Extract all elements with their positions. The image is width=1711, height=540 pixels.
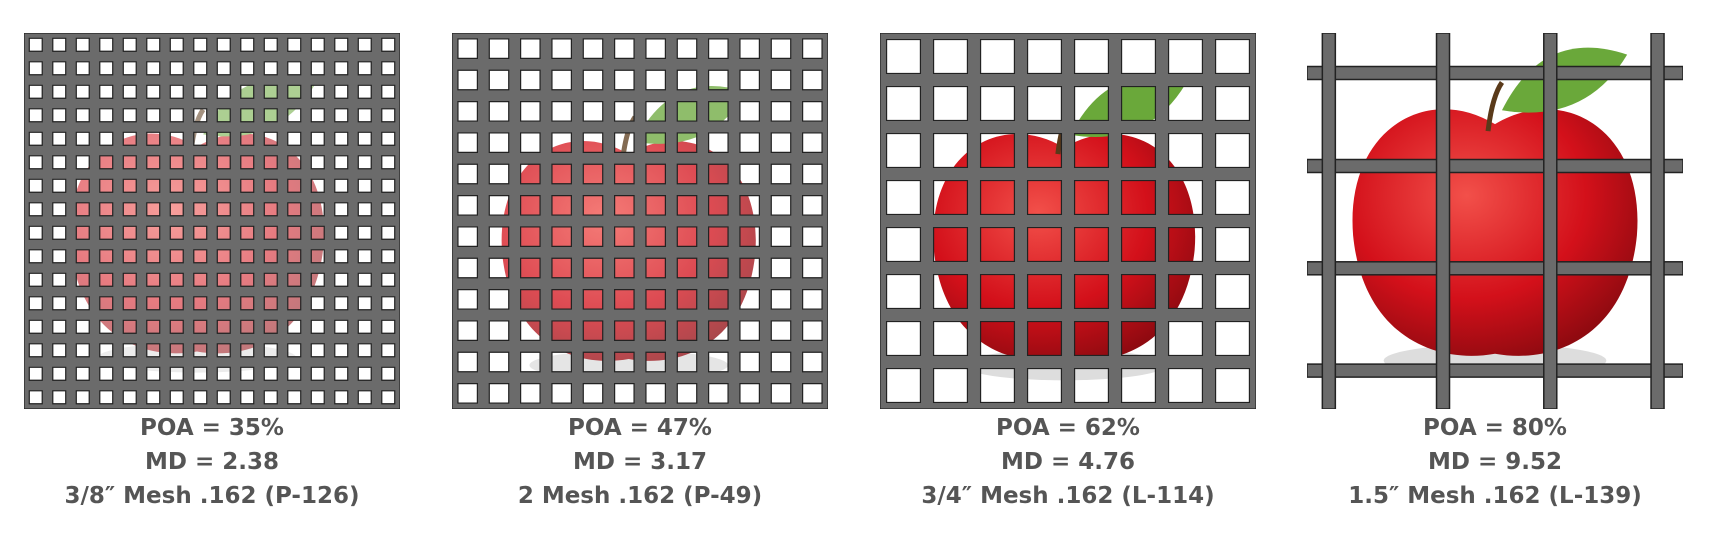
- apple-body: [1352, 109, 1638, 356]
- apple-stem: [1485, 81, 1505, 132]
- mesh-panel: POA = 62% MD = 4.76 3/4″ Mesh .162 (L-11…: [880, 33, 1256, 513]
- mesh-bar: [1307, 158, 1683, 174]
- mesh-image: [880, 33, 1256, 409]
- mesh-image: [1307, 33, 1683, 409]
- mesh-bar: [1321, 33, 1337, 409]
- mesh-bar: [1543, 33, 1558, 409]
- mesh-bar: [1307, 363, 1683, 378]
- mesh-image: [452, 33, 828, 409]
- md-label: MD = 3.17: [572, 449, 707, 475]
- poa-label: POA = 47%: [568, 415, 712, 441]
- mesh-panel: POA = 47% MD = 3.17 2 Mesh .162 (P-49): [452, 33, 828, 513]
- mesh-image: [24, 33, 400, 409]
- mesh-bar: [1650, 33, 1665, 409]
- mesh-bar: [1435, 33, 1451, 409]
- mesh-label: 1.5″ Mesh .162 (L-139): [1348, 483, 1642, 509]
- poa-label: POA = 35%: [140, 415, 284, 441]
- mesh: [880, 33, 1256, 409]
- mesh-label: 3/4″ Mesh .162 (L-114): [921, 483, 1215, 509]
- poa-label: POA = 62%: [996, 415, 1140, 441]
- md-label: MD = 4.76: [1000, 449, 1135, 475]
- md-label: MD = 9.52: [1427, 449, 1562, 475]
- mesh-bar: [1307, 65, 1683, 81]
- md-label: MD = 2.38: [144, 449, 279, 475]
- mesh: [452, 33, 828, 409]
- mesh-panel: POA = 35% MD = 2.38 3/8″ Mesh .162 (P-12…: [24, 33, 400, 513]
- poa-label: POA = 80%: [1423, 415, 1567, 441]
- mesh-label: 2 Mesh .162 (P-49): [517, 483, 763, 509]
- mesh-label: 3/8″ Mesh .162 (P-126): [64, 483, 360, 509]
- mesh-bar: [1307, 261, 1683, 276]
- mesh: [24, 33, 400, 409]
- mesh-panel: POA = 80% MD = 9.52 1.5″ Mesh .162 (L-13…: [1307, 33, 1683, 513]
